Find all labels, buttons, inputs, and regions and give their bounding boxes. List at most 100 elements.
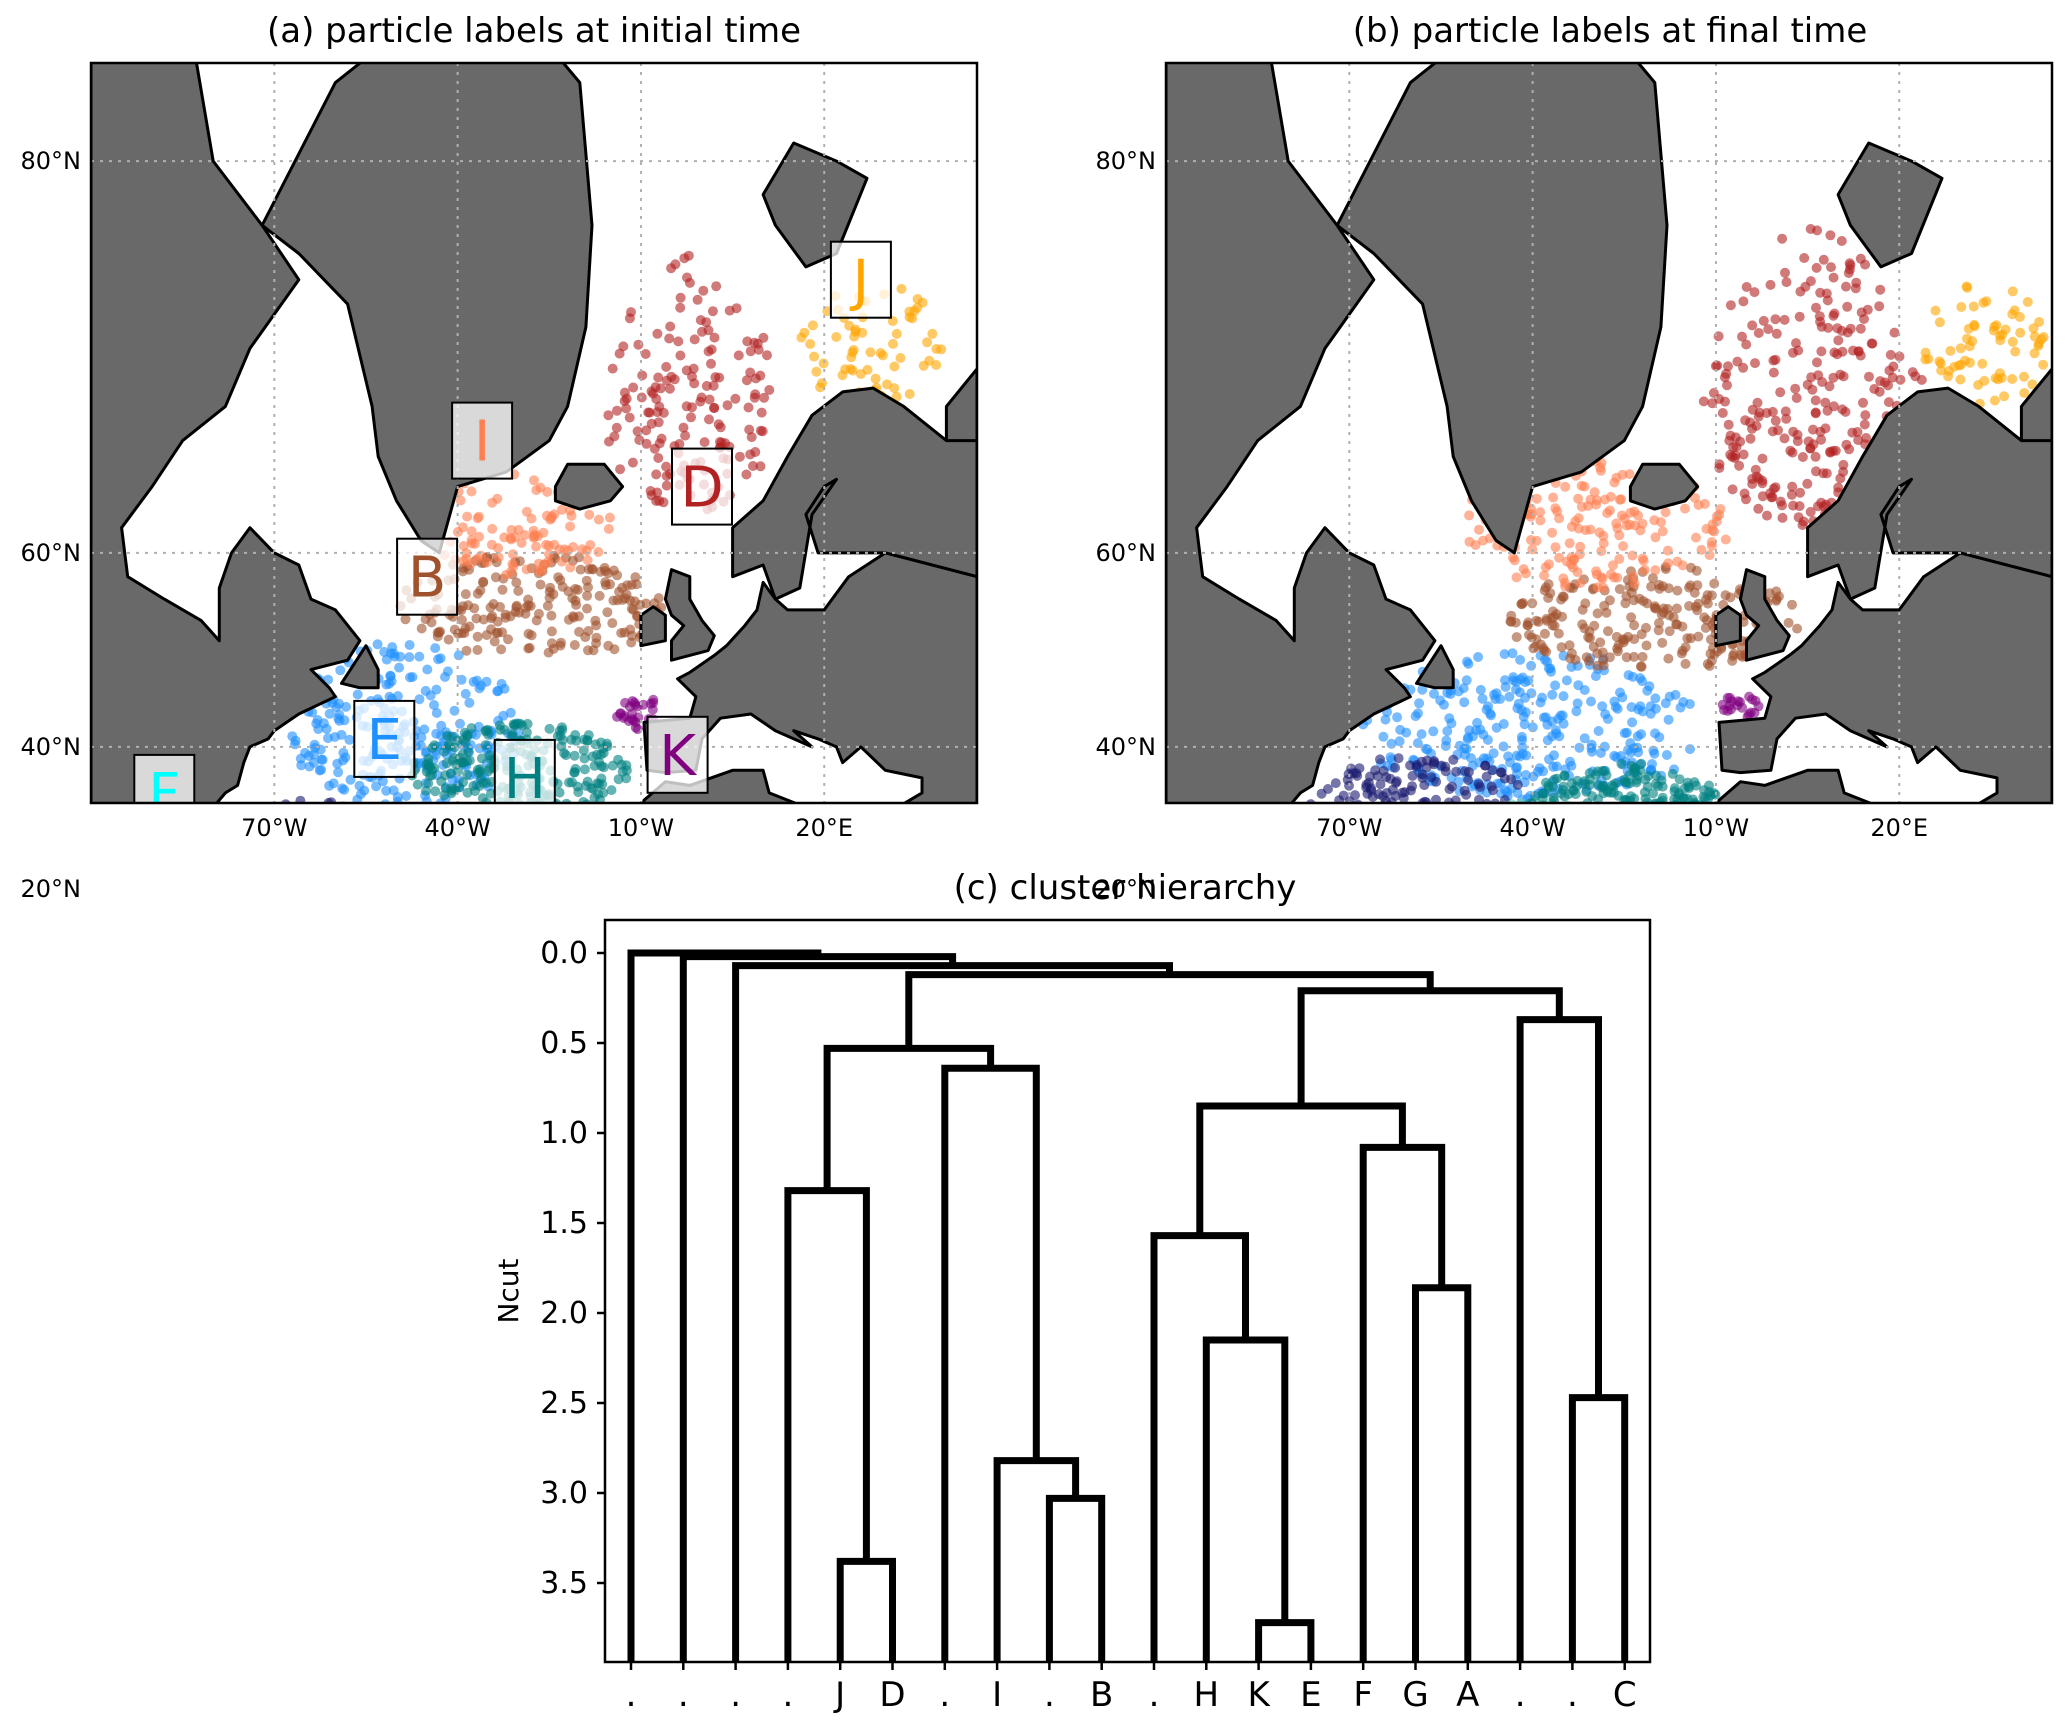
particle — [1199, 840, 1209, 850]
particle — [627, 938, 637, 948]
particle — [514, 856, 524, 866]
particle — [1600, 926, 1610, 936]
particle — [1757, 475, 1768, 486]
particle — [568, 542, 579, 552]
particle — [471, 613, 482, 624]
particle — [521, 564, 532, 575]
particle — [95, 851, 105, 861]
particle — [519, 969, 529, 979]
particle — [1955, 374, 1966, 385]
particle — [498, 964, 508, 974]
particle — [327, 896, 337, 906]
particle — [525, 802, 529, 803]
particle — [438, 860, 448, 870]
particle — [1391, 841, 1401, 851]
particle — [1659, 804, 1669, 814]
particle — [648, 940, 658, 950]
particle — [73, 840, 83, 850]
particle — [290, 910, 300, 920]
particle — [654, 401, 665, 412]
particle — [1601, 828, 1611, 838]
particle — [558, 828, 568, 838]
particle — [1533, 864, 1543, 874]
particle — [608, 956, 618, 966]
particle — [1757, 453, 1768, 464]
particle — [209, 863, 219, 873]
particle — [573, 878, 583, 888]
particle — [1352, 770, 1363, 781]
particle — [675, 292, 686, 303]
particle — [541, 806, 551, 816]
particle — [1395, 834, 1405, 844]
particle — [637, 370, 648, 381]
particle — [591, 978, 601, 988]
particle — [298, 856, 308, 866]
particle — [561, 921, 571, 931]
particle — [1685, 744, 1695, 755]
particle — [809, 351, 820, 362]
particle — [76, 849, 86, 859]
particle — [521, 842, 531, 852]
particle — [1411, 761, 1422, 772]
particle — [1522, 873, 1532, 883]
leaf-label: H — [1194, 1675, 1220, 1715]
particle — [1475, 842, 1485, 852]
particle — [562, 855, 572, 865]
leaf-label: C — [1613, 1675, 1637, 1715]
landmass — [642, 551, 977, 803]
particle — [1816, 321, 1827, 332]
particle — [210, 838, 220, 848]
particle — [1590, 824, 1600, 834]
particle — [1598, 582, 1609, 593]
particle — [1570, 947, 1580, 957]
particle — [1999, 391, 2010, 402]
particle — [891, 328, 902, 339]
particle — [1816, 346, 1827, 357]
particle — [1853, 435, 1864, 446]
particle — [745, 346, 756, 357]
particle — [1492, 855, 1502, 865]
particle — [1463, 767, 1474, 777]
particle — [520, 845, 530, 855]
particle — [1791, 393, 1802, 403]
particle — [258, 900, 268, 910]
particle — [1214, 827, 1224, 837]
particle — [1429, 757, 1440, 768]
particle — [1157, 845, 1167, 855]
particle — [469, 603, 480, 614]
particle — [1544, 843, 1554, 853]
particle — [1531, 493, 1542, 504]
particle — [1556, 594, 1567, 605]
particle — [1471, 836, 1481, 846]
particle — [1549, 750, 1559, 761]
particle — [1531, 849, 1541, 859]
particle — [1676, 648, 1687, 659]
particle — [847, 347, 858, 358]
particle — [759, 392, 770, 403]
particle — [557, 504, 567, 515]
particle — [339, 812, 349, 822]
particle — [652, 328, 663, 339]
particle — [531, 541, 542, 552]
particle — [1577, 877, 1587, 887]
particle — [1762, 510, 1772, 521]
particle — [1609, 830, 1619, 840]
particle — [313, 916, 323, 926]
particle — [1577, 619, 1588, 630]
particle — [577, 544, 588, 555]
particle — [1518, 598, 1529, 608]
particle — [1559, 878, 1569, 888]
particle — [289, 739, 300, 750]
particle — [479, 859, 489, 869]
particle — [1570, 873, 1580, 883]
particle — [1545, 588, 1556, 599]
particle — [2007, 374, 2018, 384]
particle — [401, 791, 412, 801]
particle — [733, 350, 744, 361]
particle — [562, 866, 572, 876]
particle — [354, 867, 364, 877]
particle — [1488, 843, 1498, 853]
particle — [666, 263, 677, 274]
particle — [213, 848, 223, 858]
particle — [626, 580, 637, 590]
